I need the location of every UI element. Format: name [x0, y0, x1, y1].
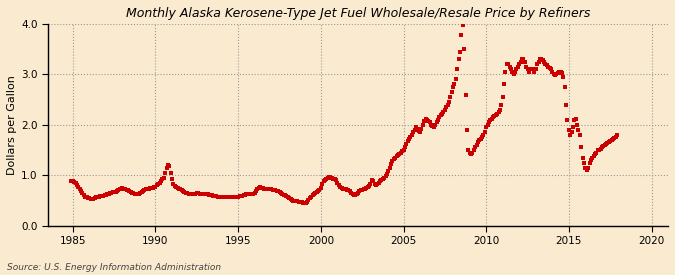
Y-axis label: Dollars per Gallon: Dollars per Gallon: [7, 75, 17, 175]
Title: Monthly Alaska Kerosene-Type Jet Fuel Wholesale/Resale Price by Refiners: Monthly Alaska Kerosene-Type Jet Fuel Wh…: [126, 7, 590, 20]
Text: Source: U.S. Energy Information Administration: Source: U.S. Energy Information Administ…: [7, 263, 221, 272]
